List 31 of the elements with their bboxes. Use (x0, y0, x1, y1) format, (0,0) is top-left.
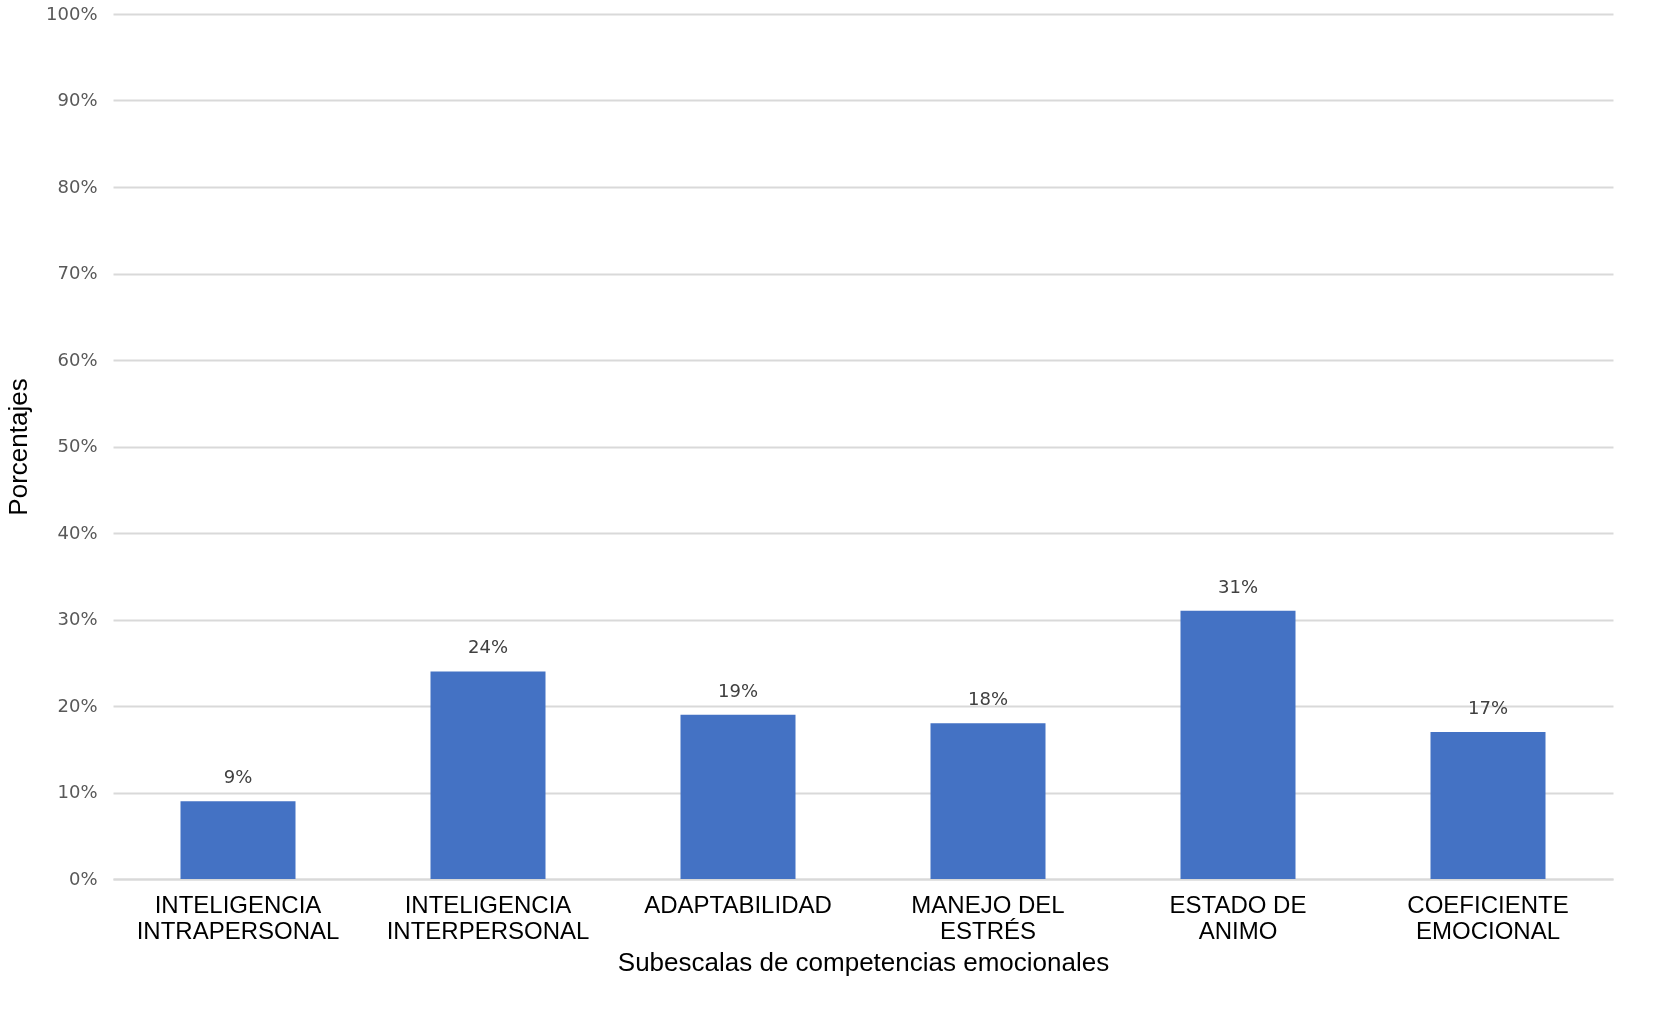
bar (1180, 610, 1296, 879)
x-tick-label: COEFICIENTE EMOCIONAL (1407, 890, 1569, 944)
data-label: 31% (1217, 575, 1259, 597)
data-label: 19% (717, 679, 759, 701)
x-axis-title: Subescalas de competencias emocionales (617, 946, 1110, 977)
y-tick-label: 100% (46, 2, 98, 24)
y-tick-label: 30% (57, 608, 98, 629)
y-tick-label: 90% (57, 89, 98, 110)
bar (180, 801, 296, 879)
data-label: 24% (467, 636, 509, 658)
y-tick-label: 40% (57, 521, 98, 543)
bar (1430, 731, 1546, 879)
bar (430, 671, 546, 879)
x-tick-label: INTELIGENCIA INTRAPERSONAL (136, 890, 340, 944)
y-tick-label: 80% (57, 175, 98, 197)
data-label: 17% (1467, 696, 1509, 718)
y-tick-label: 20% (57, 694, 98, 716)
bar (680, 714, 796, 879)
data-label: 9% (223, 766, 253, 788)
y-axis-title: Porcentajes (3, 378, 34, 516)
x-tick-label: MANEJO DEL ESTRÉS (911, 890, 1065, 944)
bar (930, 723, 1046, 879)
y-tick-label: 0% (68, 867, 98, 889)
data-label: 18% (967, 688, 1009, 710)
y-tick-label: 70% (57, 262, 98, 283)
x-tick-label: ESTADO DE ANIMO (1169, 890, 1307, 944)
y-tick-label: 60% (57, 348, 98, 370)
y-tick-label: 10% (57, 781, 98, 802)
x-tick-label: INTELIGENCIA INTERPERSONAL (386, 890, 590, 944)
y-tick-label: 50% (57, 435, 98, 456)
x-tick-label: ADAPTABILIDAD (644, 890, 832, 918)
